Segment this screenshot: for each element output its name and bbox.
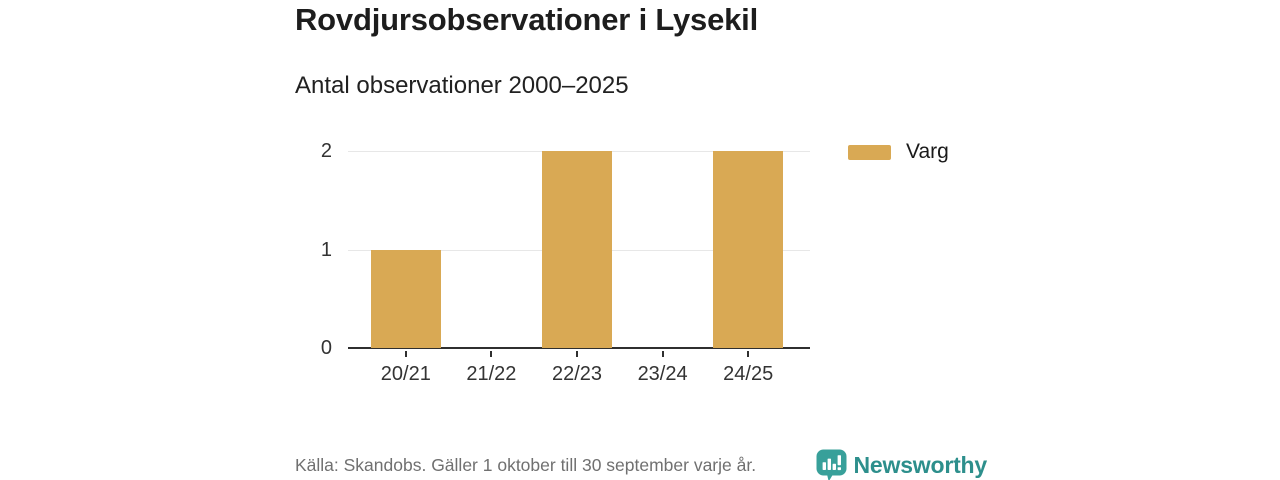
x-axis-tick-mark-20-21 [404,351,407,357]
y-axis-tick-label-0: 0 [320,337,332,359]
bar-24-25 [713,151,784,348]
chart-subtitle: Antal observationer 2000–2025 [295,72,629,99]
legend: Varg [848,140,949,164]
x-axis-tick-label-20-21: 20/21 [380,363,431,385]
newsworthy-wordmark: Newsworthy [853,451,988,478]
legend-label: Varg [906,140,949,163]
bar-22-23 [542,151,612,348]
x-axis-tick-mark-24-25 [747,351,750,357]
source-note: Källa: Skandobs. Gäller 1 oktober till 3… [295,454,757,475]
x-axis-tick-mark-22-23 [576,351,578,357]
plot-area: 0 1 2 20/21 21/22 22/23 23/24 24/25 [321,141,810,385]
legend-swatch-varg [848,144,891,160]
footer: Källa: Skandobs. Gäller 1 oktober till 3… [295,448,987,480]
x-axis-tick-mark-21-22 [490,351,493,357]
x-axis-tick-label-24-25: 24/25 [723,363,774,385]
x-axis-tick-label-21-22: 21/22 [466,363,517,385]
bar-20-21 [370,249,441,348]
x-axis-tick-label-23-24: 23/24 [637,363,688,385]
x-axis-tick-label-22-23: 22/23 [551,363,603,385]
y-axis-tick-label-2: 2 [320,140,332,162]
x-axis-line [348,347,810,349]
newsworthy-logo-icon [816,449,847,480]
chart-title: Rovdjursobservationer i Lysekil [295,2,758,37]
brand-row: Newsworthy [816,449,987,480]
x-axis-tick-mark-23-24 [661,351,664,357]
y-axis-tick-label-1: 1 [320,238,332,261]
